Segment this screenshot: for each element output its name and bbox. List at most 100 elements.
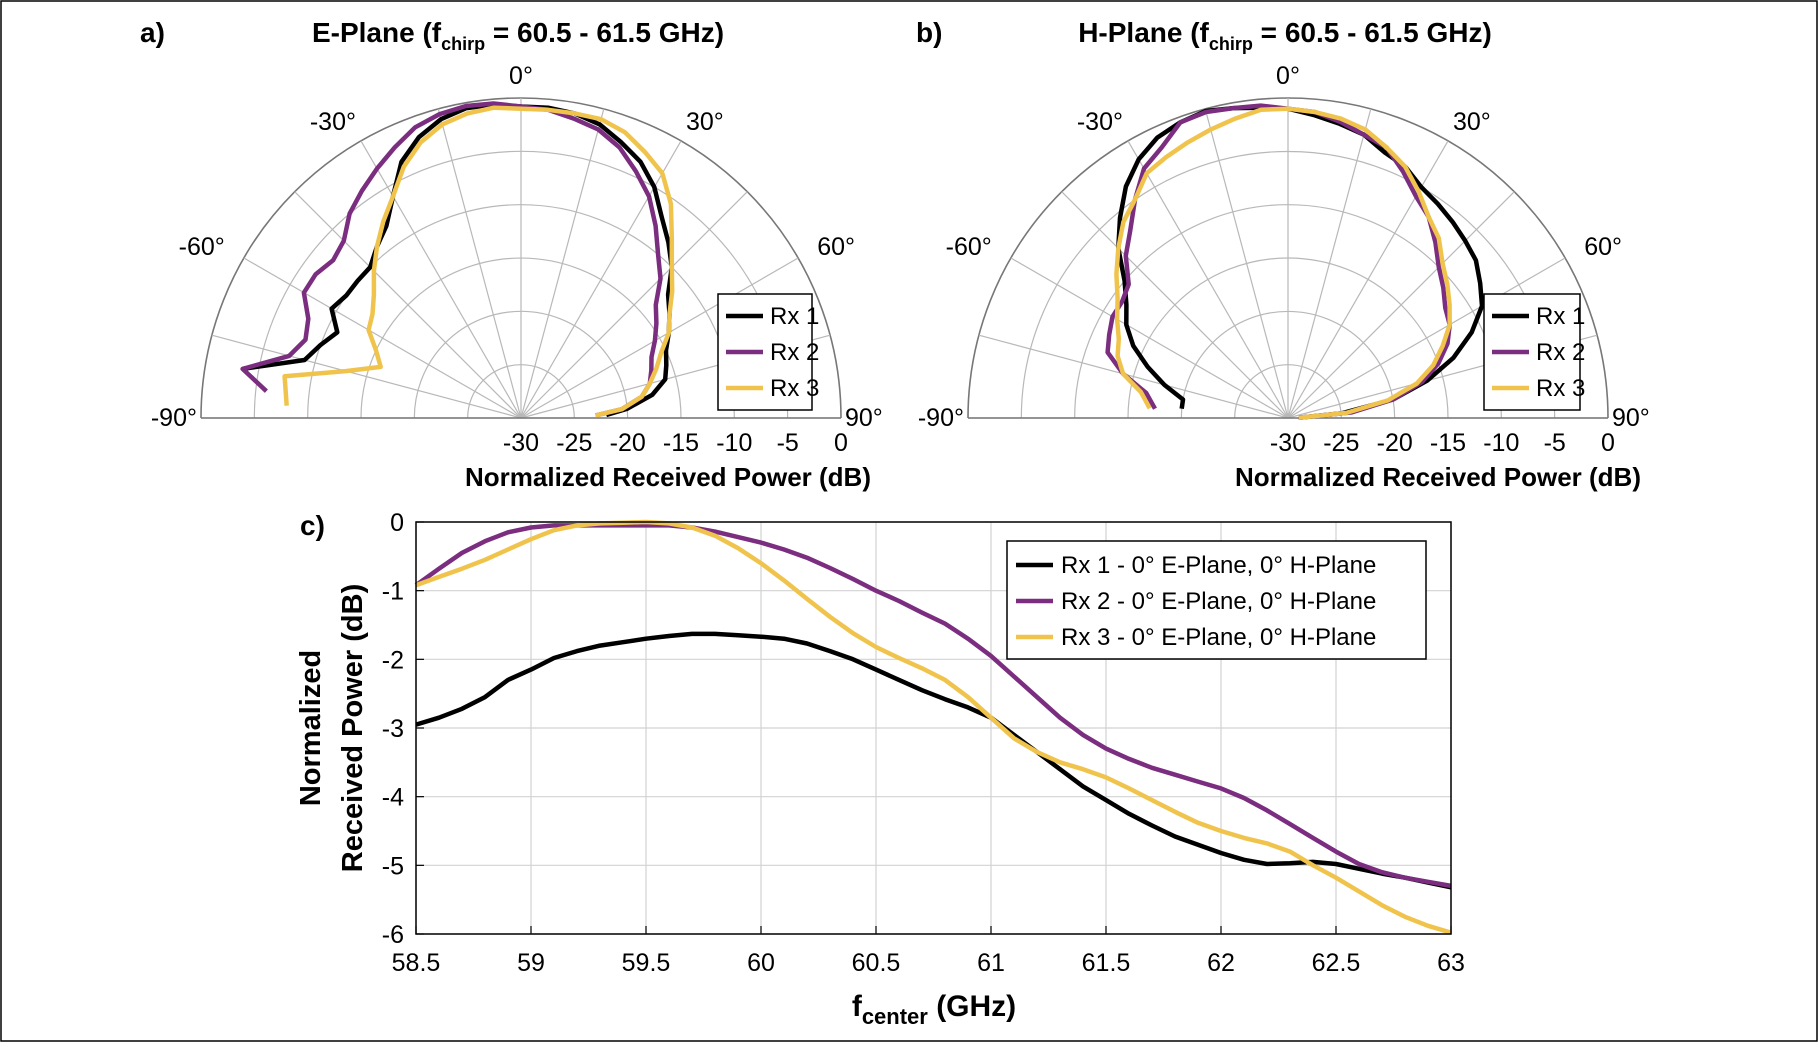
polar-spoke (211, 334, 522, 419)
y-axis-label-c-line1: Normalized (295, 650, 327, 806)
legend-entry: Rx 2 (1536, 339, 1585, 366)
panel-label-c: c) (300, 510, 325, 541)
y-tick-label: -4 (382, 784, 404, 812)
panel-label-b: b) (916, 17, 942, 48)
angle-tick-label: 60° (817, 233, 855, 261)
x-tick-label: 62.5 (1312, 949, 1361, 977)
x-tick-label: 63 (1437, 949, 1465, 977)
polar-spoke (1204, 108, 1289, 419)
x-tick-label: 62 (1207, 949, 1235, 977)
legend-box (1006, 540, 1427, 660)
angle-tick-label: -60° (946, 233, 992, 261)
x-tick-label: 60.5 (852, 949, 901, 977)
radial-tick-label: -15 (663, 429, 699, 457)
series-line-rx-3 (415, 519, 1452, 935)
legend-entry: Rx 1 (770, 303, 819, 330)
angle-tick-label: -90° (151, 404, 197, 432)
legend-entry: Rx 1 - 0° E-Plane, 0° H-Plane (1061, 552, 1376, 579)
angle-tick-labels-a: -90° -60° -30° 0° 30° 60° 90° (151, 62, 883, 432)
x-tick-label: 60 (747, 949, 775, 977)
y-tick-label: -6 (382, 921, 404, 949)
polar-grid-b (967, 97, 1609, 419)
radial-tick-label: -25 (1323, 429, 1359, 457)
series-curve-rx-3 (1114, 106, 1452, 421)
y-tick-label: -5 (382, 852, 404, 880)
x-tick-label: 59 (517, 949, 545, 977)
angle-tick-label: -30° (310, 108, 356, 136)
y-tick-label: 0 (390, 509, 404, 537)
series-curve-rx-3 (282, 105, 675, 418)
x-tick-label: 61 (977, 949, 1005, 977)
polar-spoke (1287, 108, 1372, 419)
legend-a: Rx 1 Rx 2 Rx 3 (717, 293, 819, 411)
angle-tick-label: 0° (509, 62, 533, 90)
chart-title-h-plane: H-Plane (fchirp = 60.5 - 61.5 GHz) (1078, 17, 1492, 54)
polar-spoke (520, 108, 605, 419)
x-axis-label-a: Normalized Received Power (dB) (465, 462, 871, 492)
polar-curves-b (1105, 103, 1485, 421)
polar-spoke (243, 257, 522, 419)
radial-tick-labels-b: -30 -25 -20 -15 -10 -5 0 (1270, 429, 1615, 457)
legend-c: Rx 1 - 0° E-Plane, 0° H-Plane Rx 2 - 0° E… (1006, 540, 1427, 660)
x-tick-label: 61.5 (1082, 949, 1131, 977)
legend-entry: Rx 3 - 0° E-Plane, 0° H-Plane (1061, 624, 1376, 651)
polar-spoke (1010, 257, 1289, 419)
polar-spoke (1127, 140, 1289, 419)
angle-tick-label: 30° (1453, 108, 1491, 136)
line-chart-frequency: c) 58.5 59 59.5 60 60.5 61 61.5 62 62.5 63 0 -1 -2 -… (295, 509, 1465, 1029)
legend-entry: Rx 2 - 0° E-Plane, 0° H-Plane (1061, 588, 1376, 615)
legend-entry: Rx 2 (770, 339, 819, 366)
radial-tick-label: -30 (503, 429, 539, 457)
series-line-rx-1 (415, 631, 1452, 890)
plot-frame-c (415, 521, 1452, 935)
polar-spoke (520, 257, 799, 419)
angle-tick-label: 0° (1276, 62, 1300, 90)
chart-title-e-plane: E-Plane (fchirp = 60.5 - 61.5 GHz) (312, 17, 724, 54)
polar-curves-a (240, 101, 675, 418)
y-tick-label: -2 (382, 646, 404, 674)
polar-spoke (1287, 257, 1566, 419)
polar-grid-a (200, 97, 842, 419)
radial-tick-label: -5 (777, 429, 799, 457)
polar-spoke (437, 108, 522, 419)
angle-tick-label: 90° (845, 404, 883, 432)
radial-tick-label: -25 (556, 429, 592, 457)
angle-tick-label: -30° (1077, 108, 1123, 136)
x-tick-labels-c: 58.5 59 59.5 60 60.5 61 61.5 62 62.5 63 (392, 949, 1465, 977)
legend-entry: Rx 3 (770, 375, 819, 402)
polar-spoke (1061, 191, 1289, 419)
x-axis-label-b: Normalized Received Power (dB) (1235, 462, 1641, 492)
radial-tick-label: -20 (1377, 429, 1413, 457)
angle-tick-label: -60° (179, 233, 225, 261)
radial-tick-label: -30 (1270, 429, 1306, 457)
y-axis-label-c-line2: Received Power (dB) (337, 584, 369, 872)
x-tick-label: 59.5 (622, 949, 671, 977)
polar-spoke (1287, 191, 1515, 419)
angle-tick-labels-b: -90° -60° -30° 0° 30° 60° 90° (918, 62, 1650, 432)
radial-tick-label: -5 (1544, 429, 1566, 457)
radial-tick-label: 0 (834, 429, 848, 457)
radial-tick-label: -15 (1430, 429, 1466, 457)
curves-c (414, 519, 1452, 935)
angle-tick-label: 90° (1612, 404, 1650, 432)
y-tick-label: -1 (382, 578, 404, 606)
legend-entry: Rx 3 (1536, 375, 1585, 402)
radial-tick-label: -10 (1483, 429, 1519, 457)
radial-tick-label: 0 (1601, 429, 1615, 457)
x-tick-label: 58.5 (392, 949, 441, 977)
radial-tick-label: -20 (610, 429, 646, 457)
angle-tick-label: 60° (1584, 233, 1622, 261)
polar-spoke (978, 334, 1289, 419)
polar-spoke (294, 191, 522, 419)
radial-tick-label: -10 (716, 429, 752, 457)
radial-tick-labels-a: -30 -25 -20 -15 -10 -5 0 (503, 429, 848, 457)
polar-spoke (360, 140, 522, 419)
polar-chart-e-plane: a) E-Plane (fchirp = 60.5 - 61.5 GHz) -9… (140, 17, 883, 492)
angle-tick-label: -90° (918, 404, 964, 432)
angle-tick-label: 30° (686, 108, 724, 136)
panel-label-a: a) (140, 17, 165, 48)
x-axis-label-c: fcenter (GHz) (852, 990, 1016, 1029)
legend-b: Rx 1 Rx 2 Rx 3 (1483, 293, 1585, 411)
